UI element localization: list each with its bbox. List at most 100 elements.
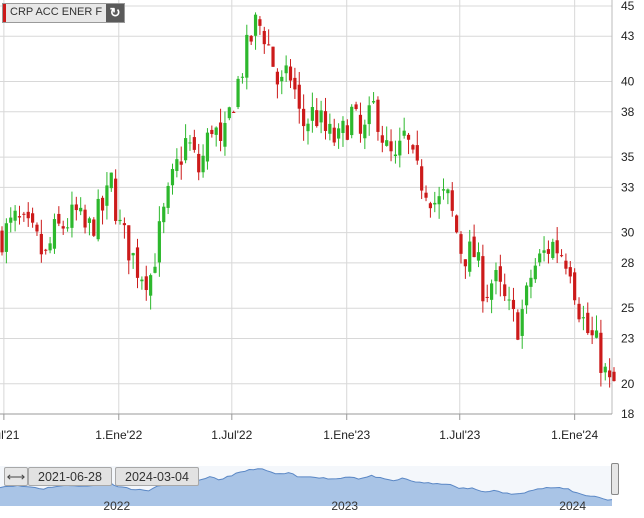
y-tick-label: 28 bbox=[621, 256, 635, 270]
candle-body bbox=[223, 122, 227, 147]
candle-body bbox=[96, 198, 100, 240]
candle-body bbox=[586, 312, 590, 334]
candle-body bbox=[153, 266, 157, 273]
candle-body bbox=[31, 213, 35, 223]
candle-body bbox=[520, 309, 524, 336]
candle-body bbox=[468, 241, 472, 272]
candle-body bbox=[210, 129, 214, 135]
x-tick-label: 1.Ene'23 bbox=[323, 428, 370, 442]
candle-body bbox=[258, 19, 262, 26]
candle-body bbox=[603, 366, 607, 373]
candle-body bbox=[345, 125, 349, 140]
candle-body bbox=[564, 260, 568, 269]
candle-body bbox=[463, 259, 467, 267]
candle-body bbox=[240, 76, 245, 78]
candle-body bbox=[306, 123, 310, 132]
candle-body bbox=[485, 296, 489, 298]
candle-body bbox=[249, 35, 253, 42]
candle-body bbox=[594, 330, 599, 338]
navigator-handle[interactable] bbox=[611, 463, 619, 495]
candle-body bbox=[144, 276, 148, 291]
navigator-fill bbox=[0, 468, 612, 506]
candle-body bbox=[140, 279, 144, 282]
candle-body bbox=[157, 221, 161, 263]
candle-body bbox=[516, 312, 520, 340]
series-color-swatch bbox=[3, 4, 6, 22]
range-from-input[interactable]: 2021-06-28 bbox=[28, 467, 112, 486]
navigator-year-label: 2022 bbox=[103, 499, 130, 513]
candle-body bbox=[481, 256, 485, 302]
candle-body bbox=[17, 216, 22, 218]
candle-body bbox=[529, 277, 533, 287]
candle-body bbox=[459, 234, 463, 254]
candle-body bbox=[105, 185, 109, 206]
y-tick-label: 43 bbox=[621, 29, 635, 43]
candle-body bbox=[74, 204, 78, 211]
candle-body bbox=[175, 159, 179, 171]
candle-body bbox=[57, 213, 61, 224]
candle-body bbox=[476, 252, 481, 261]
y-tick-label: 35 bbox=[621, 150, 635, 164]
candle-body bbox=[284, 65, 288, 74]
candle-body bbox=[437, 196, 441, 205]
candle-body bbox=[455, 215, 459, 233]
navigator-area[interactable]: 2022 2023 2024 bbox=[0, 466, 613, 513]
candle-body bbox=[385, 140, 389, 146]
candle-body bbox=[446, 189, 450, 194]
range-to-input[interactable]: 2024-03-04 bbox=[115, 467, 199, 486]
candle-body bbox=[415, 145, 419, 161]
candle-body bbox=[39, 233, 43, 255]
candle-body bbox=[65, 227, 70, 229]
y-tick-label: 33 bbox=[621, 180, 635, 194]
refresh-icon[interactable]: ↻ bbox=[106, 4, 125, 22]
candle-body bbox=[568, 267, 572, 277]
candle-body bbox=[367, 105, 371, 125]
candle-body bbox=[253, 14, 258, 36]
candle-body bbox=[127, 225, 131, 261]
candle-body bbox=[61, 226, 65, 229]
candle-body bbox=[188, 142, 192, 144]
y-axis: 45 43 40 38 35 33 30 28 25 23 20 18 bbox=[0, 0, 635, 421]
candle-body bbox=[275, 71, 279, 85]
x-axis: Jul'21 1.Ene'22 1.Jul'22 1.Ene'23 1.Jul'23 1.… bbox=[0, 414, 598, 442]
resize-horizontal-icon[interactable]: ⟷ bbox=[4, 467, 28, 486]
candle-body bbox=[350, 106, 354, 136]
candle-body bbox=[577, 303, 581, 320]
candle-body bbox=[411, 145, 415, 150]
y-tick-label: 20 bbox=[621, 377, 635, 391]
candle-body bbox=[524, 285, 529, 306]
candle-body bbox=[507, 299, 511, 301]
candle-body bbox=[494, 270, 498, 282]
y-tick-label: 23 bbox=[621, 331, 635, 345]
candle-body bbox=[166, 185, 170, 208]
candle-body bbox=[245, 34, 249, 78]
candle-body bbox=[83, 209, 87, 228]
candle-body bbox=[48, 243, 52, 251]
candle-body bbox=[358, 114, 363, 134]
candle-body bbox=[149, 275, 153, 296]
candle-body bbox=[490, 283, 494, 300]
candle-body bbox=[542, 250, 546, 253]
candle-body bbox=[315, 110, 319, 127]
x-tick-label: 1.Ene'22 bbox=[95, 428, 142, 442]
candle-body bbox=[559, 255, 564, 257]
candle-body bbox=[472, 236, 476, 258]
candle-body bbox=[551, 241, 555, 258]
chart-grid bbox=[0, 0, 612, 415]
series-legend[interactable]: CRP ACC ENER F ↻ bbox=[2, 3, 126, 23]
y-tick-label: 40 bbox=[621, 75, 635, 89]
candle-body bbox=[498, 266, 502, 282]
candle-body bbox=[288, 66, 293, 81]
candle-body bbox=[380, 135, 384, 143]
candle-body bbox=[393, 154, 398, 157]
y-tick-label: 18 bbox=[621, 407, 635, 421]
candle-body bbox=[70, 204, 74, 228]
candle-body bbox=[214, 127, 218, 135]
x-tick-label: Jul'21 bbox=[0, 428, 20, 442]
candle-body bbox=[533, 265, 537, 280]
candlestick-series bbox=[0, 12, 616, 388]
candle-body bbox=[450, 190, 454, 211]
candle-body bbox=[22, 213, 26, 215]
candle-body bbox=[122, 223, 126, 226]
